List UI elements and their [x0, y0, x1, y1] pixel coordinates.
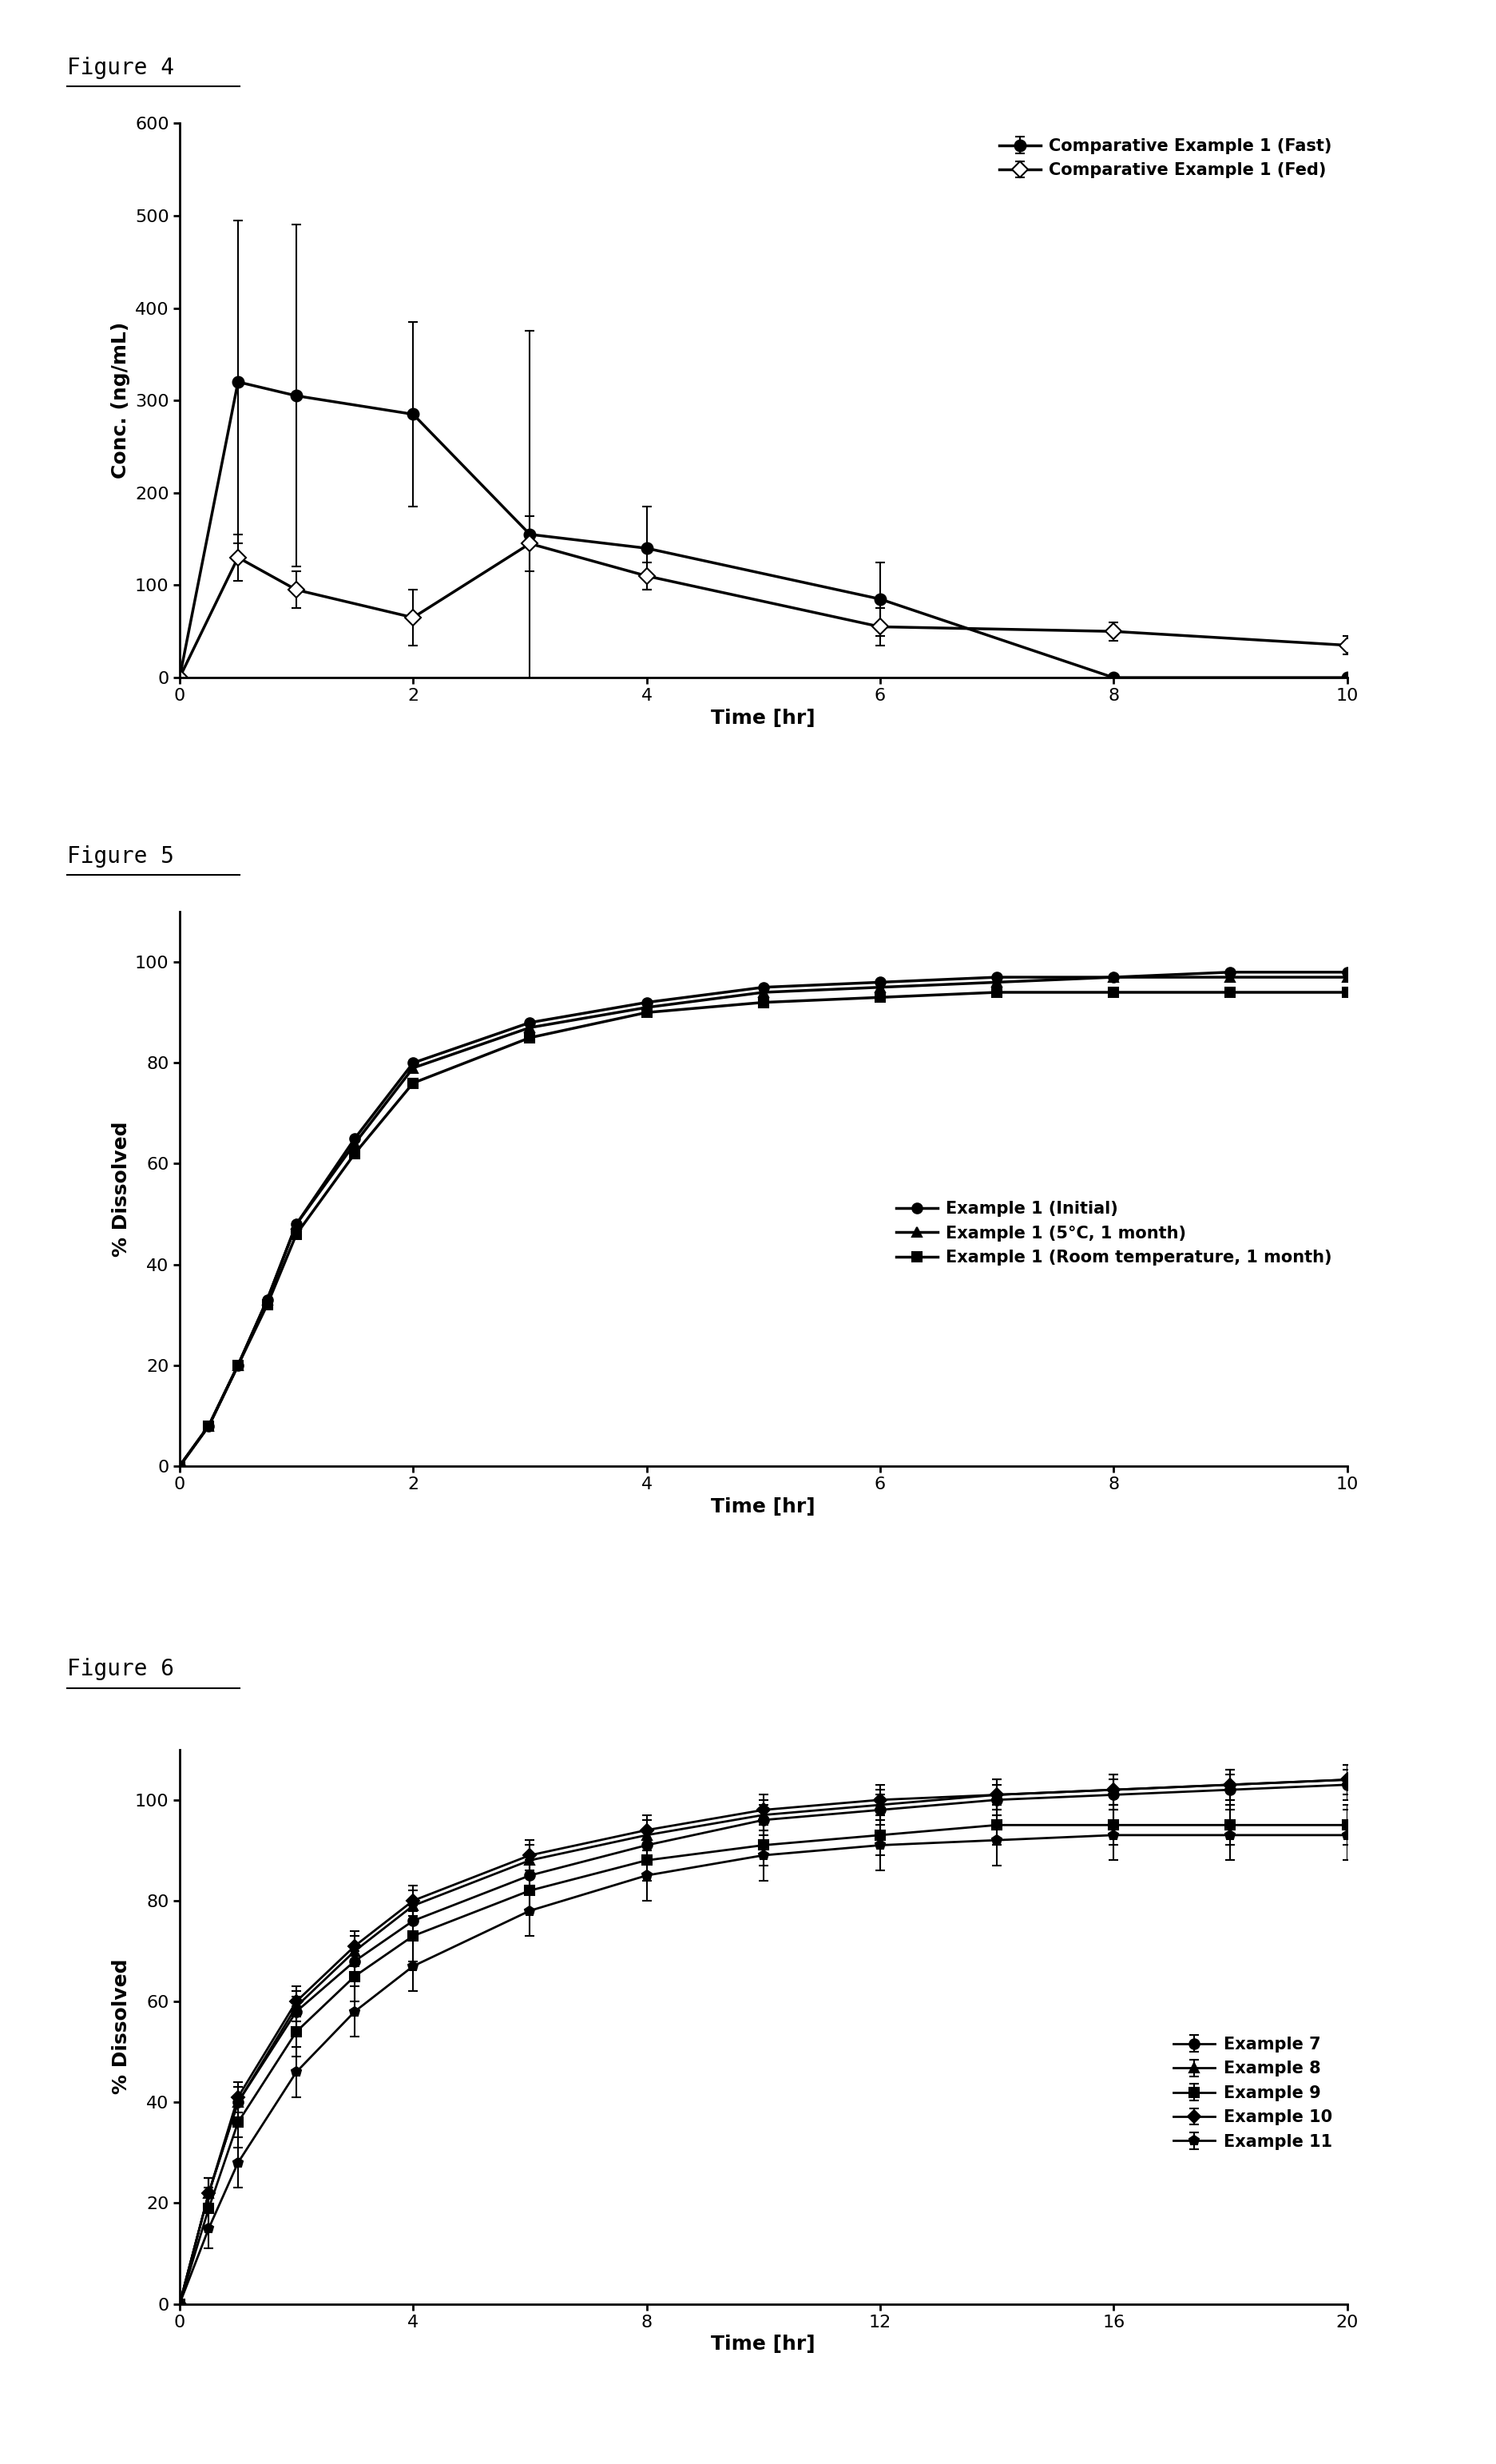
Example 1 (Initial) [199, 1412, 218, 1441]
Example 1 (Room temperature, 1 month) [287, 1220, 305, 1249]
Example 1 (Room temperature, 1 month) [404, 1069, 422, 1099]
Example 1 (5°C, 1 month) [637, 993, 655, 1023]
Y-axis label: % Dissolved: % Dissolved [111, 1121, 130, 1257]
Example 1 (Initial) [404, 1047, 422, 1077]
Example 1 (Initial) [346, 1124, 364, 1153]
Example 1 (5°C, 1 month) [287, 1210, 305, 1239]
Example 1 (Initial) [1221, 958, 1239, 988]
Example 1 (5°C, 1 month) [346, 1129, 364, 1158]
Example 1 (Room temperature, 1 month) [987, 978, 1005, 1008]
Example 1 (Room temperature, 1 month) [754, 988, 772, 1018]
X-axis label: Time [hr]: Time [hr] [711, 1498, 815, 1515]
Example 1 (Room temperature, 1 month) [1104, 978, 1122, 1008]
Example 1 (Initial) [521, 1008, 539, 1037]
Example 1 (5°C, 1 month) [1337, 963, 1355, 993]
Example 1 (Initial) [987, 963, 1005, 993]
Example 1 (5°C, 1 month) [199, 1412, 218, 1441]
Example 1 (Room temperature, 1 month) [346, 1138, 364, 1168]
Y-axis label: Conc. (ng/mL): Conc. (ng/mL) [111, 323, 130, 478]
Line: Example 1 (Room temperature, 1 month): Example 1 (Room temperature, 1 month) [175, 988, 1351, 1471]
Example 1 (Room temperature, 1 month) [1221, 978, 1239, 1008]
Example 1 (5°C, 1 month) [871, 973, 889, 1003]
Example 1 (Initial) [171, 1451, 188, 1481]
Example 1 (5°C, 1 month) [257, 1286, 275, 1316]
Legend: Example 7, Example 8, Example 9, Example 10, Example 11: Example 7, Example 8, Example 9, Example… [1167, 2030, 1337, 2156]
Example 1 (Initial) [754, 973, 772, 1003]
Text: Figure 6: Figure 6 [67, 1658, 175, 1680]
Line: Example 1 (5°C, 1 month): Example 1 (5°C, 1 month) [175, 973, 1351, 1471]
Example 1 (Initial) [637, 988, 655, 1018]
Example 1 (Initial) [1104, 963, 1122, 993]
Example 1 (Room temperature, 1 month) [171, 1451, 188, 1481]
Text: Figure 4: Figure 4 [67, 57, 175, 79]
Example 1 (5°C, 1 month) [171, 1451, 188, 1481]
X-axis label: Time [hr]: Time [hr] [711, 710, 815, 727]
Example 1 (5°C, 1 month) [1104, 963, 1122, 993]
Y-axis label: % Dissolved: % Dissolved [111, 1959, 130, 2094]
Example 1 (Initial) [229, 1350, 247, 1380]
Example 1 (5°C, 1 month) [229, 1350, 247, 1380]
Example 1 (Room temperature, 1 month) [199, 1412, 218, 1441]
Example 1 (5°C, 1 month) [987, 968, 1005, 998]
Example 1 (Room temperature, 1 month) [1337, 978, 1355, 1008]
Example 1 (Room temperature, 1 month) [229, 1350, 247, 1380]
Example 1 (Initial) [871, 968, 889, 998]
Text: Figure 5: Figure 5 [67, 845, 175, 867]
Example 1 (Room temperature, 1 month) [637, 998, 655, 1027]
Example 1 (5°C, 1 month) [754, 978, 772, 1008]
Example 1 (5°C, 1 month) [404, 1052, 422, 1082]
Example 1 (Room temperature, 1 month) [521, 1023, 539, 1052]
Example 1 (Room temperature, 1 month) [257, 1291, 275, 1321]
Line: Example 1 (Initial): Example 1 (Initial) [175, 968, 1351, 1471]
Legend: Example 1 (Initial), Example 1 (5°C, 1 month), Example 1 (Room temperature, 1 mo: Example 1 (Initial), Example 1 (5°C, 1 m… [889, 1195, 1337, 1271]
Example 1 (Initial) [257, 1286, 275, 1316]
Legend: Comparative Example 1 (Fast), Comparative Example 1 (Fed): Comparative Example 1 (Fast), Comparativ… [992, 131, 1337, 185]
Example 1 (5°C, 1 month) [521, 1013, 539, 1042]
Example 1 (5°C, 1 month) [1221, 963, 1239, 993]
Example 1 (Initial) [287, 1210, 305, 1239]
X-axis label: Time [hr]: Time [hr] [711, 2336, 815, 2353]
Example 1 (Initial) [1337, 958, 1355, 988]
Example 1 (Room temperature, 1 month) [871, 983, 889, 1013]
